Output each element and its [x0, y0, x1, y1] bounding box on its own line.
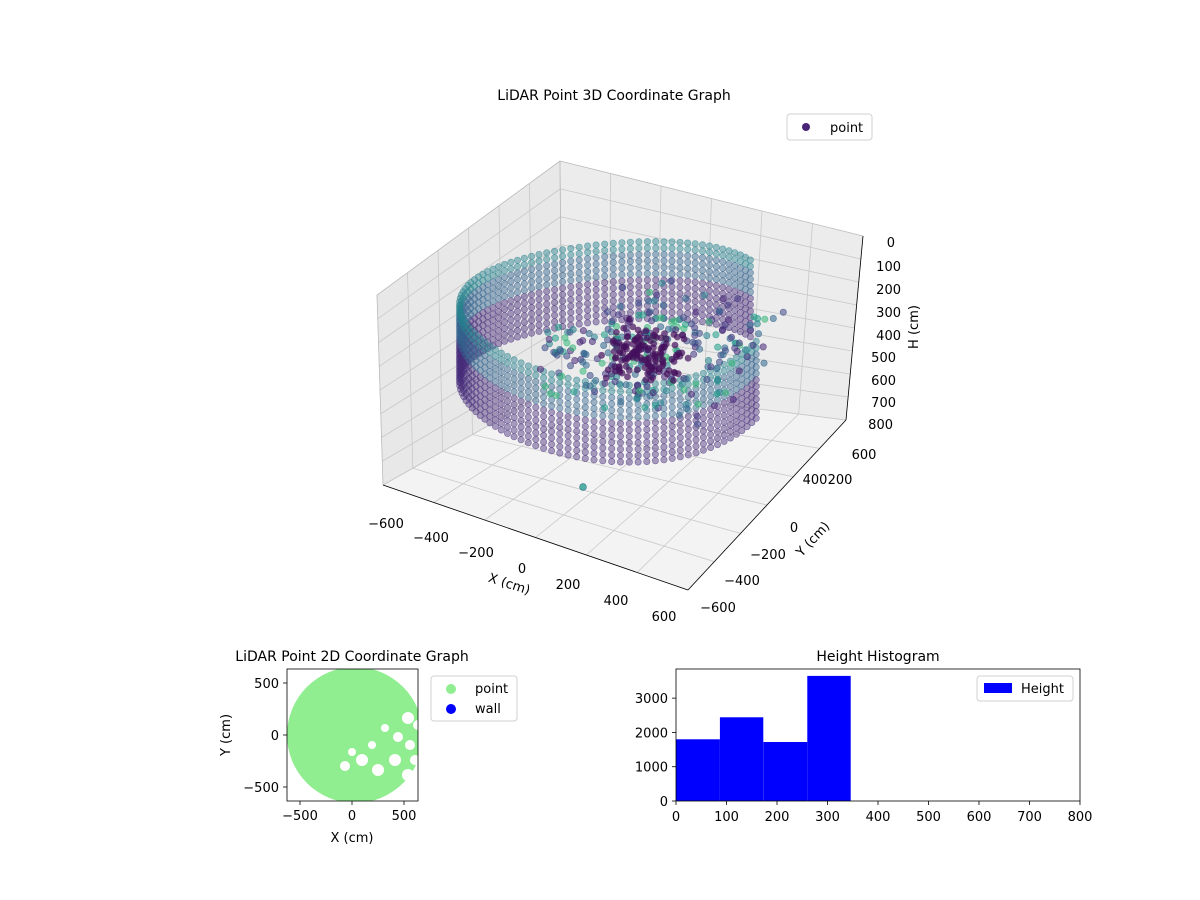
legend-marker-wall — [446, 704, 456, 714]
legend-3d: point — [786, 113, 873, 141]
x-tick-label: 800 — [1068, 810, 1093, 825]
legend-label: point — [830, 121, 863, 136]
x-tick-label: −500 — [282, 809, 318, 824]
x-tick-label: −200 — [458, 546, 494, 561]
x-tick-label: 700 — [1017, 810, 1042, 825]
x-tick-label: 600 — [967, 810, 992, 825]
pane-floor — [383, 384, 846, 590]
chart-2d-title: LiDAR Point 2D Coordinate Graph — [235, 649, 468, 665]
ticks-3d: −600 −400 −200 0 200 400 600 −600 −400 −… — [368, 236, 901, 625]
x-tick-label: 500 — [392, 809, 417, 824]
x-tick-label: 0 — [518, 562, 526, 577]
z-tick-label: 0 — [887, 236, 895, 251]
legend-marker-point — [446, 684, 456, 694]
point-cloud — [455, 238, 787, 491]
x-tick-label: 600 — [652, 610, 677, 625]
y-tick-label: 200 — [828, 473, 853, 488]
histogram-ticks: 0 100 200 300 400 500 600 700 800 0 1000 2000 3000 — [635, 692, 1093, 825]
x-tick-label: 100 — [714, 810, 739, 825]
ticks-2d — [283, 682, 405, 805]
z-axis-line — [845, 235, 864, 421]
histogram-bar — [719, 717, 764, 801]
scatter-2d-area — [287, 669, 418, 801]
point-cloud-2d — [287, 669, 418, 801]
y-tick-label: 600 — [852, 448, 877, 463]
y-tick-label: −400 — [724, 574, 760, 589]
legend-histogram: Height — [976, 675, 1074, 702]
legend-box — [786, 113, 873, 141]
x-tick-label: 0 — [672, 810, 680, 825]
chart-2d: LiDAR Point 2D Coordinate Graph — [219, 649, 518, 846]
y-tick-label: 1000 — [635, 761, 668, 776]
chart-3d-title: LiDAR Point 3D Coordinate Graph — [497, 88, 730, 104]
histogram-bar — [763, 742, 808, 801]
x-tick-label: 500 — [916, 810, 941, 825]
z-tick-label: 700 — [871, 396, 896, 411]
y-tick-label: 0 — [271, 729, 279, 744]
y-tick-label: 0 — [790, 521, 798, 536]
histogram-bar — [807, 675, 851, 801]
x-tick-label: 0 — [348, 809, 356, 824]
x-tick-label: 300 — [815, 810, 840, 825]
histogram-title: Height Histogram — [816, 649, 939, 665]
z-tick-label: 600 — [871, 374, 896, 389]
histogram-bars — [676, 675, 851, 801]
z-tick-label: 100 — [876, 260, 901, 275]
legend-label: Height — [1021, 682, 1064, 697]
x-axis-line — [382, 484, 689, 591]
histogram-bar — [676, 739, 720, 801]
x-tick-label: 400 — [866, 810, 891, 825]
chart-3d: LiDAR Point 3D Coordinate Graph −600 −40… — [368, 88, 922, 625]
chart-histogram: Height Histogram 0 100 200 300 400 500 600 700 8… — [635, 649, 1093, 825]
x-axis-title: X (cm) — [331, 831, 374, 846]
legend-label: wall — [475, 702, 501, 717]
z-tick-label: 800 — [868, 418, 893, 433]
y-tick-label: 0 — [660, 795, 668, 810]
z-tick-label: 300 — [876, 306, 901, 321]
x-tick-label: 200 — [556, 578, 581, 593]
y-tick-label: 3000 — [635, 692, 668, 707]
x-tick-label: 200 — [765, 810, 790, 825]
legend-marker — [802, 123, 810, 131]
legend-box — [976, 675, 1074, 702]
y-axis-title: Y (cm) — [219, 714, 234, 757]
z-tick-label: 200 — [876, 283, 901, 298]
occlusion-gaps — [340, 712, 418, 781]
x-tick-label: −600 — [368, 517, 404, 532]
y-tick-label: 400 — [803, 473, 828, 488]
axes-3d-edges — [382, 235, 864, 591]
z-tick-label: 400 — [876, 329, 901, 344]
legend-label: point — [475, 682, 508, 697]
z-axis-title: H (cm) — [907, 305, 922, 349]
x-tick-label: 400 — [604, 594, 629, 609]
y-axis-title: Y (cm) — [793, 519, 833, 561]
z-tick-label: 500 — [871, 351, 896, 366]
y-tick-label: −200 — [750, 548, 786, 563]
y-tick-label: 500 — [254, 677, 279, 692]
legend-marker — [984, 683, 1012, 693]
legend-2d: point wall — [430, 675, 518, 722]
x-tick-label: −400 — [413, 531, 449, 546]
y-axis-line — [687, 419, 847, 591]
y-tick-label: −600 — [700, 601, 736, 616]
y-tick-label: 2000 — [635, 726, 668, 741]
y-tick-label: −500 — [243, 781, 279, 796]
